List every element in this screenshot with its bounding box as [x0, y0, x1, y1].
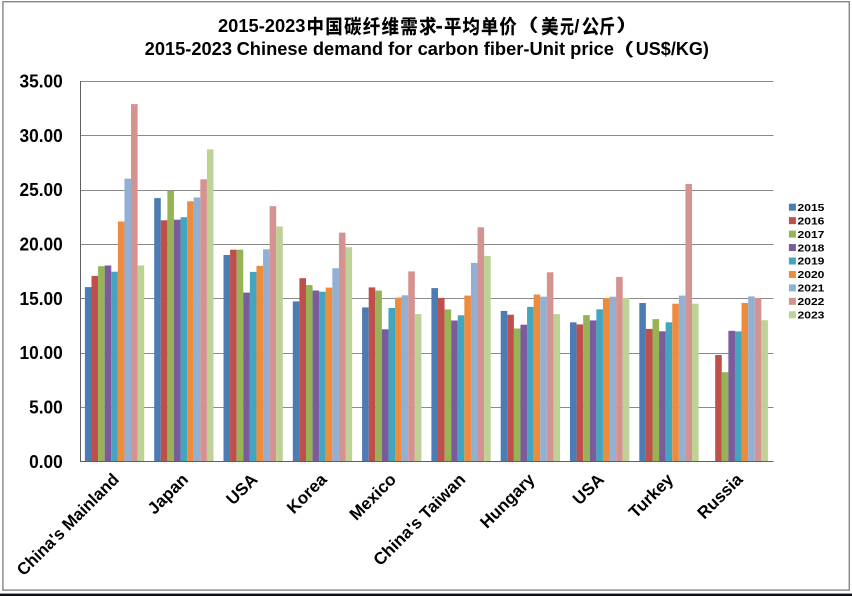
svg-text:2016: 2016 — [798, 216, 825, 227]
svg-text:30.00: 30.00 — [20, 126, 63, 146]
svg-text:5.00: 5.00 — [29, 398, 63, 418]
svg-text:20.00: 20.00 — [20, 235, 63, 255]
svg-text:25.00: 25.00 — [20, 180, 63, 200]
svg-text:2015: 2015 — [798, 203, 825, 214]
svg-text:10.00: 10.00 — [20, 343, 63, 363]
svg-text:2023: 2023 — [798, 311, 825, 322]
svg-text:2017: 2017 — [798, 230, 825, 241]
svg-text:2021: 2021 — [798, 284, 825, 295]
svg-text:2020: 2020 — [798, 270, 825, 281]
svg-text:2018: 2018 — [798, 243, 825, 254]
svg-text:US$/KG): US$/KG) — [636, 39, 709, 59]
svg-text:2022: 2022 — [798, 297, 825, 308]
svg-text:2015-2023: 2015-2023 — [218, 16, 306, 36]
svg-text:/: / — [574, 16, 579, 37]
svg-text:0.00: 0.00 — [29, 452, 63, 472]
svg-text:Chinese demand for carbon fibe: Chinese demand for carbon fiber-Unit pri… — [237, 39, 614, 59]
svg-text:2015-2023: 2015-2023 — [145, 39, 232, 59]
svg-text:35.00: 35.00 — [20, 72, 63, 92]
svg-text:2019: 2019 — [798, 257, 825, 268]
svg-text:15.00: 15.00 — [20, 289, 63, 309]
